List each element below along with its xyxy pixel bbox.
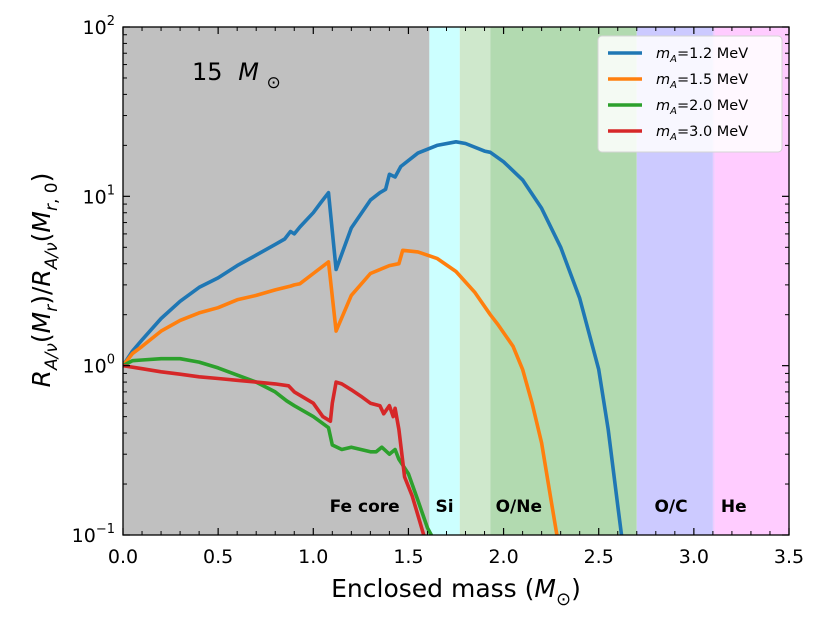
series-line-4 [123,363,426,535]
legend: mA=1.2 MeV mA=1.5 MeV mA=2.0 MeV mA=3.0 MeV [597,35,783,153]
y-tick-label: 101 [83,183,115,208]
y-axis-label: RA/ν(Mr)/RA/ν(Mr, 0) [27,173,62,388]
series-line-3 [123,356,434,535]
region-label-he: He [721,497,747,517]
x-tick-label: 1.0 [298,546,328,568]
x-tick-label: 2.5 [584,546,614,568]
region-label-o-c: O/C [654,497,687,517]
region-band-si [429,27,460,535]
series-line-1 [123,140,624,535]
series-lines [123,140,624,535]
region-band-transition-5 [712,27,715,535]
x-tick-label: 0.5 [203,546,233,568]
region-label-o-ne: O/Ne [496,497,542,517]
x-axis-label-close: ) [571,574,581,603]
legend-label-4: mA=3.0 MeV [656,124,748,143]
annotation-mass-value: 15 [192,58,223,86]
x-tick-label: 1.5 [393,546,423,568]
annotation-mass-unit: M [238,58,259,86]
x-tick-label: 3.0 [679,546,709,568]
y-tick-label: 102 [83,14,115,39]
region-label-fe-core: Fe core [330,497,400,517]
y-tick-label: 10−1 [72,522,115,547]
x-tick-label: 3.5 [774,546,804,568]
x-axis-label: Enclosed mass (M⊙) [331,574,581,610]
y-axis-ticks: 10−1 100 101 102 [72,14,789,547]
x-tick-label: 2.0 [488,546,518,568]
legend-label-3: mA=2.0 MeV [656,98,748,117]
annotation-mass-sub: ⊙ [267,73,281,93]
x-axis-ticks: 0.0 0.5 1.0 1.5 2.0 2.5 3.0 3.5 [108,27,804,568]
plot-frame [122,26,790,536]
mass-annotation: 15 M ⊙ [192,58,281,93]
region-labels: Fe core Si O/Ne O/C He [330,497,747,517]
region-band-fe-core [123,27,430,535]
legend-label-1: mA=1.2 MeV [656,46,748,65]
legend-label-2: mA=1.5 MeV [656,72,748,91]
x-tick-label: 0.0 [108,546,138,568]
x-axis-label-sub: ⊙ [556,589,571,610]
x-axis-label-var: M [534,574,556,603]
region-label-si: Si [436,497,454,517]
series-line-2 [123,248,559,535]
y-tick-label: 100 [83,353,115,378]
legend-box [597,35,783,153]
x-axis-label-text: Enclosed mass ( [331,574,534,603]
